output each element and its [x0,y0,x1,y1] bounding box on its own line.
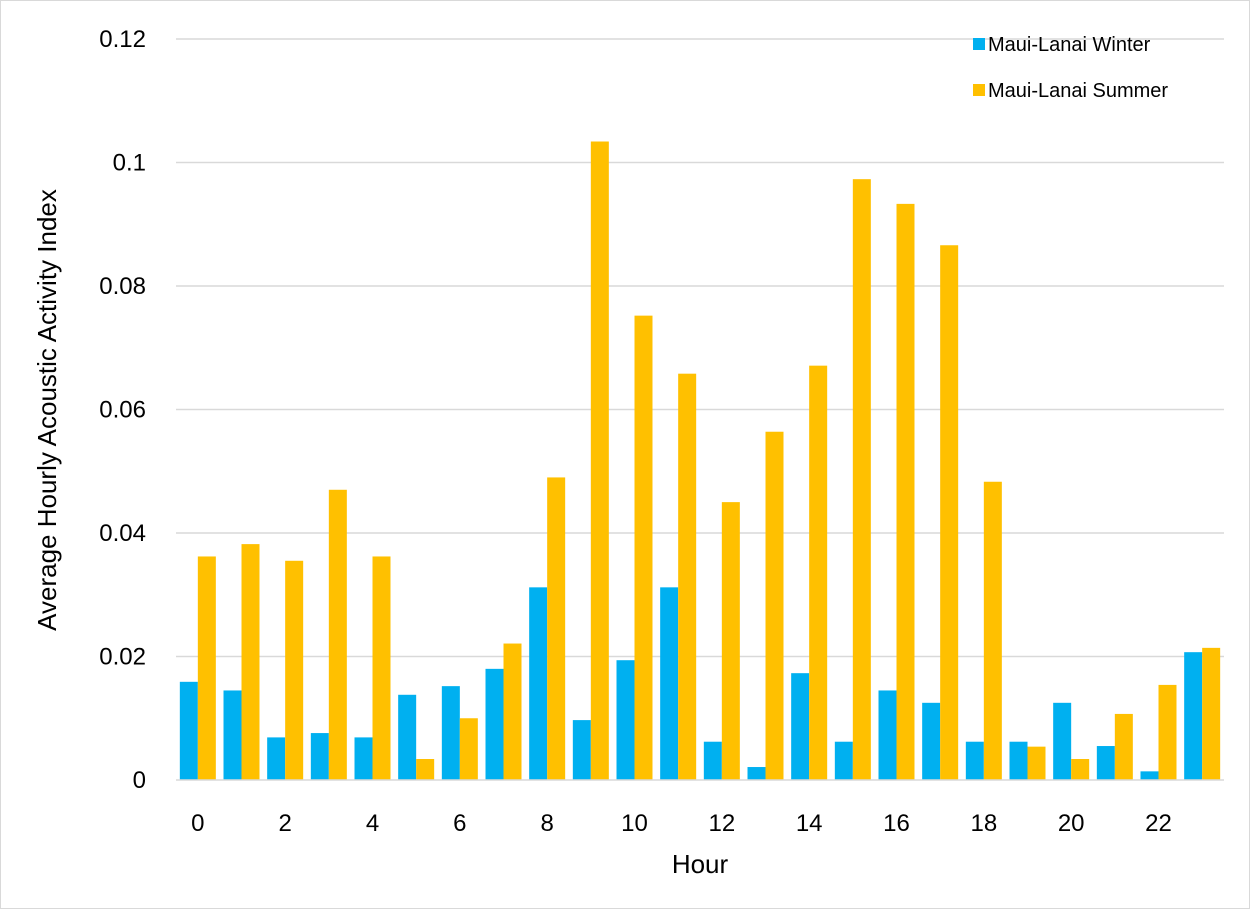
y-tick-label: 0.06 [99,397,146,424]
bar-maui-lanai-winter-15 [834,741,853,780]
x-tick-label: 0 [191,810,204,837]
bar-maui-lanai-winter-11 [660,587,679,780]
bar-maui-lanai-winter-12 [703,741,722,780]
bar-maui-lanai-winter-6 [441,686,460,780]
x-tick-label: 6 [453,810,466,837]
bar-maui-lanai-summer-6 [459,718,478,780]
bar-group [179,141,1221,781]
x-tick-label: 4 [366,810,379,837]
y-tick-label: 0.1 [113,150,146,177]
x-tick-label: 10 [621,810,648,837]
x-tick-label: 20 [1058,810,1085,837]
y-tick-label: 0.08 [99,273,146,300]
bar-maui-lanai-summer-21 [1114,713,1133,780]
x-axis-title: Hour [672,849,729,879]
y-tick-labels: 0 0.02 0.04 0.06 0.08 0.1 0.12 [99,26,146,794]
bar-maui-lanai-summer-2 [285,560,304,780]
bar-maui-lanai-summer-19 [1027,746,1046,780]
legend: Maui-Lanai Winter Maui-Lanai Summer [973,34,1168,102]
x-tick-label: 16 [883,810,910,837]
bar-maui-lanai-winter-23 [1184,652,1203,780]
gridlines [176,38,1224,658]
bar-maui-lanai-winter-18 [965,741,984,780]
bar-maui-lanai-winter-10 [616,660,635,780]
bar-maui-lanai-winter-9 [572,720,591,780]
bar-maui-lanai-summer-15 [852,179,871,781]
bar-maui-lanai-summer-11 [678,373,697,780]
bar-maui-lanai-winter-21 [1096,746,1115,780]
bar-maui-lanai-summer-16 [896,203,915,780]
bar-maui-lanai-summer-8 [547,477,566,780]
bar-maui-lanai-summer-10 [634,315,653,780]
x-tick-label: 14 [796,810,823,837]
bar-maui-lanai-winter-20 [1053,702,1072,780]
bar-maui-lanai-summer-3 [328,489,347,780]
legend-swatch-summer [973,84,985,96]
bar-maui-lanai-summer-17 [940,245,959,780]
bar-maui-lanai-winter-14 [791,673,810,780]
bar-maui-lanai-winter-3 [310,733,329,780]
bar-maui-lanai-winter-5 [398,694,417,780]
bar-maui-lanai-summer-12 [721,502,740,780]
bar-maui-lanai-summer-23 [1202,647,1221,780]
bar-maui-lanai-summer-7 [503,643,522,780]
bar-maui-lanai-summer-20 [1071,759,1090,780]
bar-maui-lanai-winter-7 [485,668,504,780]
bar-maui-lanai-summer-0 [197,556,216,780]
bar-maui-lanai-summer-4 [372,556,391,780]
x-tick-label: 12 [708,810,735,837]
y-axis-title: Average Hourly Acoustic Activity Index [32,189,62,631]
x-tick-label: 18 [970,810,997,837]
bar-maui-lanai-winter-22 [1140,771,1159,780]
bar-maui-lanai-summer-13 [765,431,784,780]
bar-maui-lanai-winter-4 [354,737,373,780]
bar-maui-lanai-summer-9 [590,141,609,780]
x-tick-labels: 0 2 4 6 8 10 12 14 16 18 20 22 [191,810,1172,837]
y-tick-label: 0.04 [99,520,146,547]
y-tick-label: 0.02 [99,644,146,671]
legend-label-winter: Maui-Lanai Winter [988,34,1151,56]
x-tick-label: 2 [278,810,291,837]
x-tick-label: 8 [540,810,553,837]
bar-maui-lanai-winter-2 [267,737,286,780]
legend-label-summer: Maui-Lanai Summer [988,80,1168,102]
bar-maui-lanai-winter-1 [223,690,242,780]
bar-maui-lanai-summer-5 [416,759,435,780]
bar-maui-lanai-winter-13 [747,767,766,780]
bar-maui-lanai-winter-19 [1009,741,1028,780]
bar-maui-lanai-summer-22 [1158,684,1177,780]
bar-maui-lanai-winter-8 [529,587,548,780]
bar-maui-lanai-summer-14 [809,365,828,780]
bar-maui-lanai-winter-0 [179,681,198,780]
bar-maui-lanai-summer-18 [983,481,1002,780]
y-tick-label: 0 [133,767,146,794]
x-tick-label: 22 [1145,810,1172,837]
bar-maui-lanai-summer-1 [241,544,260,780]
bar-maui-lanai-winter-17 [922,702,941,780]
y-tick-label: 0.12 [99,26,146,53]
bar-maui-lanai-winter-16 [878,690,897,780]
legend-swatch-winter [973,38,985,50]
